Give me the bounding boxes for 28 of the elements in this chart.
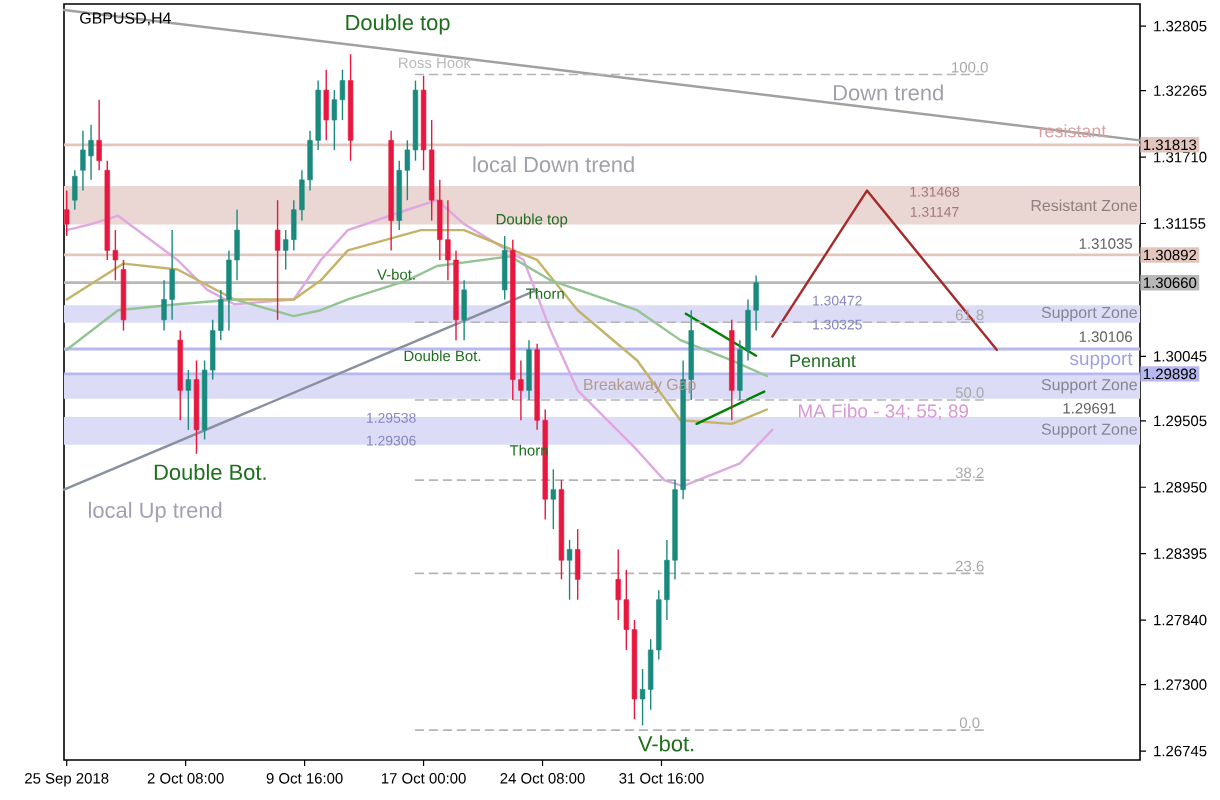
candlestick [550,468,557,530]
candlestick [502,235,508,301]
annotation: local Down trend [473,156,634,173]
annotation: Down trend [834,84,943,101]
annotation: Double Bot. [154,463,266,481]
candlestick [323,69,329,142]
candlestick [274,199,281,321]
candlestick [339,69,346,121]
candlestick [461,279,467,341]
candlestick [169,229,175,321]
candlestick [80,130,86,192]
candlestick [64,189,70,237]
candlestick [575,528,581,601]
line-series [65,228,769,426]
candlestick [566,539,573,601]
annotation: MA Fibo - 34; 55; 89 [798,403,969,420]
annotation: Pennant [790,354,856,368]
annotation: V-bot. [638,735,694,752]
line-series [65,255,769,378]
annotation: Double top [346,14,450,35]
candlestick [72,169,78,211]
annotation: support [1070,352,1133,369]
candlestick [526,339,532,401]
candlestick [88,124,94,181]
candlestick [96,98,102,171]
candlestick [185,369,192,431]
annotation: local Up trend [88,501,222,523]
line-series [65,198,774,488]
